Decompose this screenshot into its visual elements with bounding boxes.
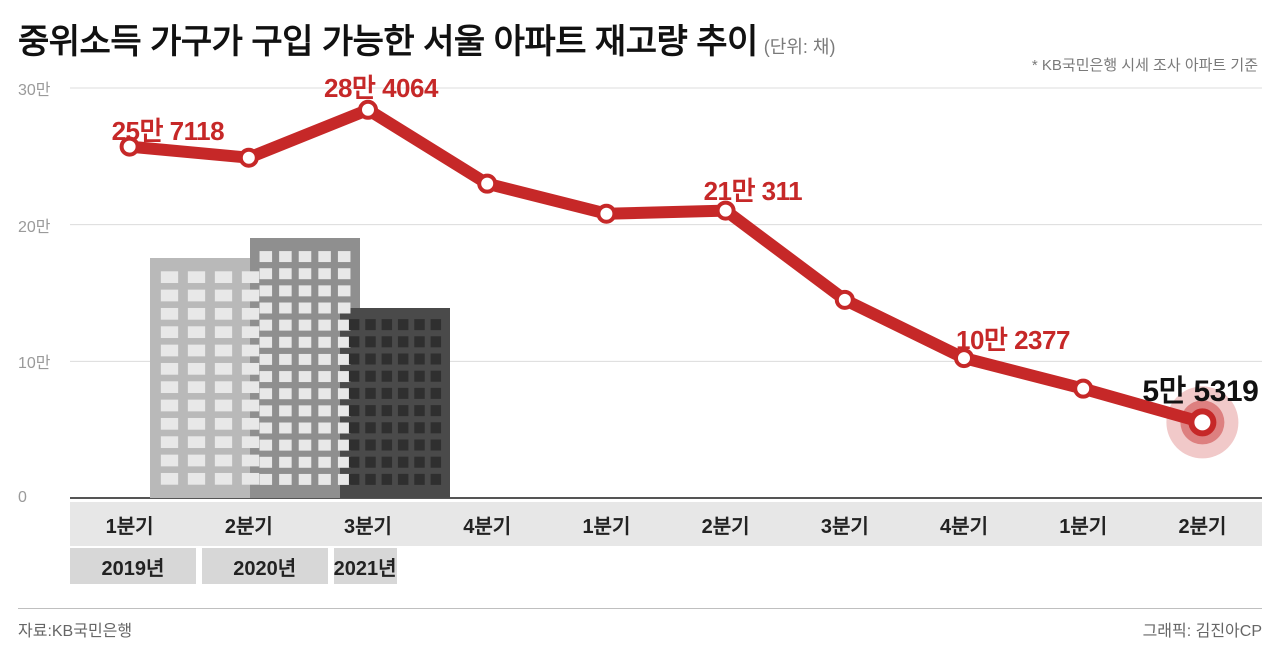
x-quarter-label: 1분기: [1024, 502, 1143, 546]
x-quarter-label: 1분기: [547, 502, 666, 546]
chart-title: 중위소득 가구가 구입 가능한 서울 아파트 재고량 추이: [18, 14, 758, 63]
x-quarter-label: 4분기: [428, 502, 547, 546]
chart-area: 25만 711828만 406421만 31110만 23775만 5319 0…: [18, 88, 1262, 498]
x-quarter-label: 2분기: [1143, 502, 1262, 546]
source-label: 자료:KB국민은행: [18, 617, 132, 641]
x-year-label: 2020년: [202, 548, 328, 584]
data-label: 5만 5319: [1142, 366, 1258, 410]
data-label: 25만 7118: [112, 111, 224, 148]
unit-label: (단위: 채): [764, 33, 836, 59]
x-quarter-label: 2분기: [189, 502, 308, 546]
x-axis-years: 2019년2020년2021년: [18, 548, 1262, 584]
x-quarter-label: 4분기: [904, 502, 1023, 546]
data-label: 28만 4064: [324, 68, 438, 105]
y-tick-label: 10만: [18, 349, 51, 373]
plot: 25만 711828만 406421만 31110만 23775만 5319: [70, 88, 1262, 498]
data-label: 21만 311: [704, 171, 803, 208]
x-quarter-label: 3분기: [785, 502, 904, 546]
credit-label: 그래픽: 김진아CP: [1143, 617, 1262, 641]
x-axis-quarters: 1분기2분기3분기4분기1분기2분기3분기4분기1분기2분기: [18, 502, 1262, 546]
x-quarter-label: 2분기: [666, 502, 785, 546]
x-year-label: 2021년: [334, 548, 397, 584]
x-quarter-label: 3분기: [308, 502, 427, 546]
y-tick-label: 30만: [18, 76, 51, 100]
subnote: * KB국민은행 시세 조사 아파트 기준: [1032, 54, 1258, 75]
x-year-label: 2019년: [70, 548, 196, 584]
y-tick-label: 20만: [18, 213, 51, 237]
data-label: 10만 2377: [956, 320, 1070, 357]
x-quarter-label: 1분기: [70, 502, 189, 546]
